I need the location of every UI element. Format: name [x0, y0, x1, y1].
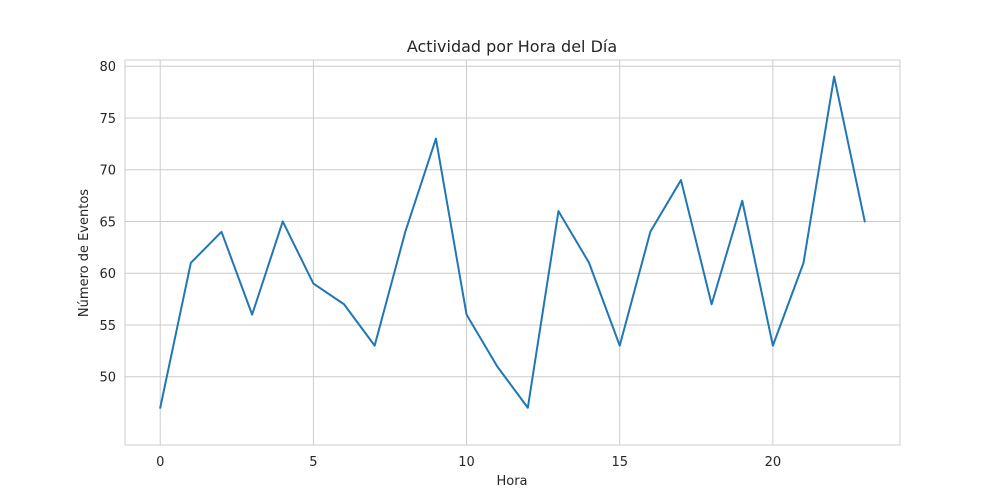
y-tick-label: 75 [99, 112, 116, 127]
x-tick-label: 5 [309, 455, 317, 470]
y-tick-label: 60 [99, 267, 116, 282]
y-tick-label: 65 [99, 215, 116, 230]
chart-title: Actividad por Hora del Día [407, 37, 617, 56]
plot-frame [124, 59, 901, 446]
y-tick-label: 70 [99, 164, 116, 179]
series-line [159, 75, 866, 409]
tick-labels: 0 5 10 15 20 50 55 60 65 70 75 80 [99, 60, 781, 470]
y-axis-label: Número de Eventos [77, 189, 92, 317]
x-tick-label: 10 [458, 455, 475, 470]
y-tick-label: 80 [99, 60, 116, 75]
x-tick-label: 0 [156, 455, 164, 470]
x-axis-label: Hora [496, 474, 527, 489]
gridlines [125, 60, 900, 445]
y-tick-label: 50 [99, 371, 116, 386]
series-layer [159, 75, 866, 409]
x-tick-label: 20 [765, 455, 782, 470]
x-tick-label: 15 [611, 455, 628, 470]
y-tick-label: 55 [99, 319, 116, 334]
